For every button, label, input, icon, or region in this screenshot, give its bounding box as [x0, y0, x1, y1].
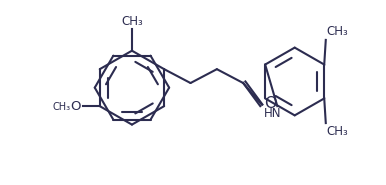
Text: O: O	[71, 100, 81, 113]
Text: CH₃: CH₃	[52, 102, 70, 112]
Text: CH₃: CH₃	[121, 15, 143, 28]
Text: CH₃: CH₃	[327, 125, 348, 138]
Text: CH₃: CH₃	[327, 25, 348, 38]
Text: O: O	[264, 95, 277, 111]
Text: HN: HN	[264, 107, 282, 120]
